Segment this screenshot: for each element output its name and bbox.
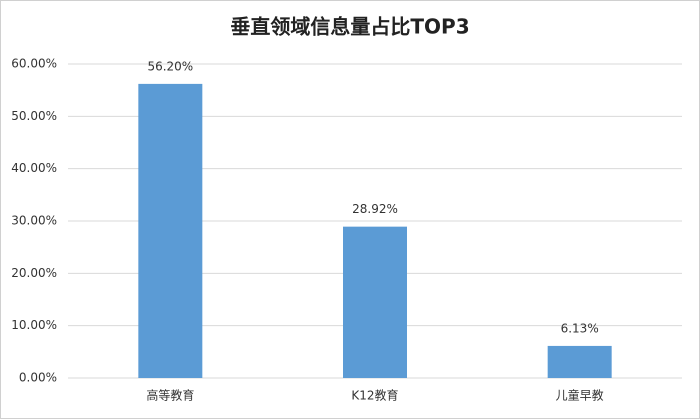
y-tick-label: 50.00% <box>11 109 57 123</box>
value-label: 6.13% <box>561 321 599 335</box>
y-tick-label: 20.00% <box>11 266 57 280</box>
x-tick-label: K12教育 <box>351 388 398 403</box>
y-tick-label: 0.00% <box>19 371 57 385</box>
x-tick-label: 儿童早教 <box>556 388 604 403</box>
y-tick-label: 60.00% <box>11 57 57 71</box>
bar <box>547 345 612 378</box>
y-tick-label: 40.00% <box>11 161 57 175</box>
bar <box>138 83 203 379</box>
y-tick-label: 10.00% <box>11 318 57 332</box>
value-label: 28.92% <box>352 202 398 216</box>
x-tick-label: 高等教育 <box>146 388 194 403</box>
value-label: 56.20% <box>147 59 193 73</box>
chart-title: 垂直领域信息量占比TOP3 <box>230 15 469 39</box>
y-tick-label: 30.00% <box>11 214 57 228</box>
bar <box>343 226 407 378</box>
